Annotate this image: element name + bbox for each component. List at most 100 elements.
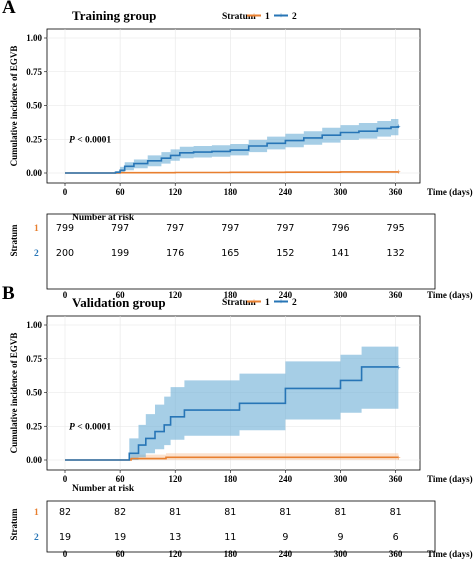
y-tick-label: 0.25 [26, 421, 42, 431]
risk-cell: 82 [59, 507, 71, 518]
risk-table-title: Number at risk [72, 484, 135, 494]
y-tick-label: 0.75 [26, 67, 42, 77]
ci-band-stratum-2 [65, 346, 399, 460]
x-tick-label: 240 [279, 187, 293, 197]
censor-mark-stratum-1: + [396, 168, 401, 177]
risk-cell: 6 [393, 532, 399, 543]
y-tick-label: 1.00 [26, 320, 42, 330]
risk-cell: 795 [387, 223, 405, 234]
risk-cell: 796 [331, 223, 349, 234]
x-tick-label: 180 [224, 187, 238, 197]
panel-letter: A [2, 0, 16, 18]
risk-cell: 81 [390, 507, 402, 518]
risk-row-stratum-label: 1 [34, 508, 39, 518]
censor-mark-stratum-2: + [396, 363, 401, 372]
risk-cell: 9 [338, 532, 344, 543]
legend-marker-1: + [252, 11, 257, 20]
legend-marker-2: + [279, 11, 284, 20]
legend-label-1: 1 [265, 298, 270, 308]
risk-cell: 199 [111, 248, 129, 259]
risk-row-stratum-label: 2 [34, 533, 39, 543]
risk-x-tick-label: 60 [116, 290, 126, 300]
risk-x-tick-label: 0 [63, 549, 68, 559]
risk-cell: 19 [114, 532, 126, 543]
legend-label-1: 1 [265, 12, 270, 22]
y-tick-label: 0.50 [26, 388, 42, 398]
x-tick-label: 120 [168, 474, 182, 484]
chart-title: Training group [72, 8, 156, 23]
risk-x-tick-label: 120 [168, 290, 182, 300]
censor-mark-stratum-1: + [396, 453, 401, 462]
risk-cell: 11 [224, 532, 236, 543]
y-tick-label: 0.25 [26, 134, 42, 144]
ci-band-stratum-2 [65, 117, 399, 173]
risk-x-tick-label: 180 [224, 549, 238, 559]
risk-cell: 797 [221, 223, 239, 234]
risk-cell: 797 [111, 223, 129, 234]
risk-table-frame [46, 500, 436, 553]
risk-cell: 81 [334, 507, 346, 518]
y-tick-label: 0.00 [26, 455, 42, 465]
risk-cell: 13 [169, 532, 181, 543]
risk-cell: 81 [169, 507, 181, 518]
legend-marker-1: + [252, 297, 257, 306]
risk-cell: 19 [59, 532, 71, 543]
risk-x-axis-title: Time (days) [427, 290, 473, 300]
risk-cell: 152 [276, 248, 294, 259]
risk-cell: 132 [387, 248, 405, 259]
legend-title: Stratum [222, 12, 256, 22]
y-tick-label: 0.75 [26, 354, 42, 364]
risk-cell: 200 [56, 248, 74, 259]
risk-x-tick-label: 240 [279, 549, 293, 559]
x-axis-title: Time (days) [427, 187, 473, 197]
risk-cell: 9 [282, 532, 288, 543]
risk-x-tick-label: 180 [224, 290, 238, 300]
risk-table-frame [46, 213, 436, 290]
y-tick-label: 1.00 [26, 33, 42, 43]
risk-x-tick-label: 240 [279, 290, 293, 300]
risk-x-tick-label: 60 [116, 549, 126, 559]
risk-cell: 176 [166, 248, 184, 259]
risk-x-tick-label: 300 [334, 290, 348, 300]
curve-stratum-2 [65, 366, 399, 461]
chart-title: Validation group [72, 295, 166, 310]
x-axis-title: Time (days) [427, 474, 473, 484]
y-tick-label: 0.00 [26, 168, 42, 178]
x-tick-label: 360 [389, 474, 403, 484]
x-tick-label: 300 [334, 474, 348, 484]
legend-label-2: 2 [292, 12, 297, 22]
risk-x-axis-title: Time (days) [427, 549, 473, 559]
x-tick-label: 180 [224, 474, 238, 484]
y-tick-label: 0.50 [26, 101, 42, 111]
risk-x-tick-label: 300 [334, 549, 348, 559]
legend-marker-2: + [279, 297, 284, 306]
x-tick-label: 0 [63, 474, 68, 484]
y-axis-title: Cumulative incidence of EGVB [9, 46, 19, 167]
risk-row-stratum-label: 1 [34, 224, 39, 234]
risk-cell: 797 [276, 223, 294, 234]
risk-cell: 165 [221, 248, 239, 259]
panel-letter: B [2, 283, 15, 304]
y-axis-title: Cumulative incidence of EGVB [9, 333, 19, 454]
risk-table-ylabel: Stratum [9, 508, 19, 540]
x-tick-label: 120 [168, 187, 182, 197]
risk-table-title: Number at risk [72, 213, 135, 223]
risk-cell: 799 [56, 223, 74, 234]
plot-frame [46, 28, 421, 184]
legend-title: Stratum [222, 298, 256, 308]
risk-x-tick-label: 360 [389, 549, 403, 559]
x-tick-label: 0 [63, 187, 68, 197]
risk-cell: 81 [279, 507, 291, 518]
p-value: P < 0.0001 [69, 422, 111, 432]
censor-mark-stratum-2: + [396, 122, 401, 131]
risk-cell: 797 [166, 223, 184, 234]
risk-x-tick-label: 120 [168, 549, 182, 559]
risk-cell: 81 [224, 507, 236, 518]
risk-cell: 82 [114, 507, 126, 518]
p-value: P < 0.0001 [69, 135, 111, 145]
risk-table-ylabel: Stratum [9, 224, 19, 256]
x-tick-label: 60 [116, 187, 126, 197]
risk-cell: 141 [331, 248, 349, 259]
risk-x-tick-label: 360 [389, 290, 403, 300]
x-tick-label: 60 [116, 474, 126, 484]
